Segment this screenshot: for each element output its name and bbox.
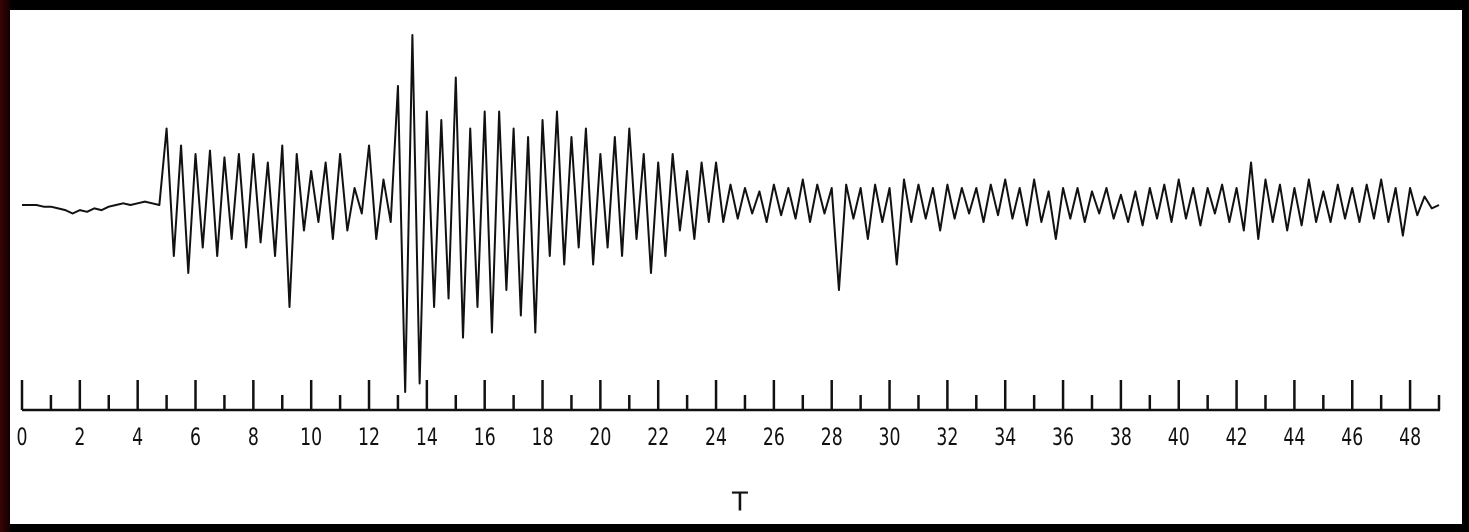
x-tick-label: 34 bbox=[994, 423, 1016, 451]
x-tick-label: 20 bbox=[589, 423, 611, 451]
x-tick-label: 32 bbox=[936, 423, 958, 451]
x-tick-label: 44 bbox=[1283, 423, 1305, 451]
x-tick-label: 48 bbox=[1399, 423, 1421, 451]
x-tick-label: 18 bbox=[532, 423, 554, 451]
waveform bbox=[22, 34, 1440, 393]
x-tick-label: 46 bbox=[1341, 423, 1363, 451]
x-tick-label: 40 bbox=[1168, 423, 1190, 451]
frame-edge bbox=[0, 0, 10, 532]
x-tick-label: 16 bbox=[474, 423, 496, 451]
x-tick-label: 12 bbox=[358, 423, 380, 451]
x-axis-label: T bbox=[731, 488, 748, 518]
plot-background bbox=[10, 10, 1462, 524]
x-tick-label: 24 bbox=[705, 423, 727, 451]
x-tick-label: 8 bbox=[248, 423, 259, 451]
x-tick-label: 2 bbox=[74, 423, 85, 451]
x-tick-label: 38 bbox=[1110, 423, 1132, 451]
x-tick-label: 6 bbox=[190, 423, 201, 451]
x-tick-label: 22 bbox=[647, 423, 669, 451]
x-tick-label: 0 bbox=[16, 423, 27, 451]
x-tick-label: 4 bbox=[132, 423, 143, 451]
x-tick-label: 26 bbox=[763, 423, 785, 451]
x-tick-label: 30 bbox=[879, 423, 901, 451]
x-tick-label: 10 bbox=[300, 423, 322, 451]
x-tick-label: 42 bbox=[1226, 423, 1248, 451]
x-tick-label: 14 bbox=[416, 423, 438, 451]
x-tick-label: 28 bbox=[821, 423, 843, 451]
x-tick-label: 36 bbox=[1052, 423, 1074, 451]
